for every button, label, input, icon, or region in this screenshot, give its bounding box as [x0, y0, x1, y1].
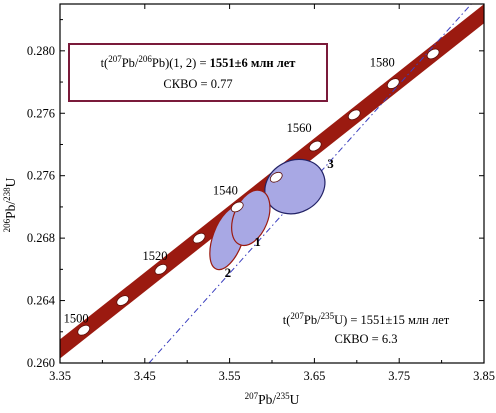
- concordia-age-marker: [347, 109, 361, 121]
- intercept-age-text: t(207Pb/235U) = 1551±15 млн лет: [283, 311, 450, 327]
- concordia-age-marker: [154, 263, 168, 275]
- concordia-age-marker: [77, 324, 91, 336]
- concordia-age-label: 1540: [213, 183, 238, 197]
- x-tick-label: 3.75: [388, 369, 410, 383]
- x-tick-label: 3.65: [303, 369, 325, 383]
- x-axis-title: 207Pb/235U: [245, 391, 300, 407]
- concordia-age-frame: [68, 43, 328, 102]
- concordia-age-marker: [426, 48, 440, 60]
- y-tick-label: 0.264: [27, 294, 56, 308]
- concordia-age-marker: [230, 201, 244, 213]
- concordia-age-label: 1520: [142, 249, 167, 263]
- x-tick-label: 3.35: [49, 369, 71, 383]
- concordia-age-label: 1500: [64, 311, 89, 325]
- ellipse-label-2: 2: [225, 265, 232, 280]
- x-tick-label: 3.45: [134, 369, 156, 383]
- intercept-age-annotation: t(207Pb/235U) = 1551±15 млн лет СКВО = 6…: [283, 311, 450, 346]
- concordia-age-marker: [192, 232, 206, 244]
- concordia-age-marker: [308, 140, 322, 152]
- concordia-age-label: 1560: [287, 121, 312, 135]
- ellipse-label-1: 1: [254, 234, 261, 249]
- y-tick-label: 0.260: [27, 356, 55, 370]
- concordia-age-marker: [269, 171, 283, 183]
- x-tick-label: 3.85: [473, 369, 495, 383]
- y-tick-label: 0.268: [27, 231, 55, 245]
- concordia-age-marker: [386, 78, 400, 89]
- intercept-age-mswd: СКВО = 6.3: [335, 332, 398, 346]
- x-tick-label: 3.55: [219, 369, 241, 383]
- concordia-age-label: 1580: [370, 55, 395, 69]
- y-tick-label: 0.276: [27, 106, 55, 120]
- y-tick-label: 0.280: [27, 44, 55, 58]
- concordia-age-marker: [116, 295, 130, 306]
- y-axis-title: 206Pb/238U: [2, 177, 18, 232]
- concordia-age-box: t(207Pb/206Pb)(1, 2) = 1551±6 млн лет СК…: [68, 43, 328, 102]
- y-tick-label: 0.276: [27, 169, 55, 183]
- ellipse-label-3: 3: [327, 156, 334, 171]
- concordia-age-text: t(207Pb/206Pb)(1, 2) = 1551±6 млн лет: [101, 54, 296, 70]
- concordia-age-mswd: СКВО = 0.77: [163, 77, 232, 91]
